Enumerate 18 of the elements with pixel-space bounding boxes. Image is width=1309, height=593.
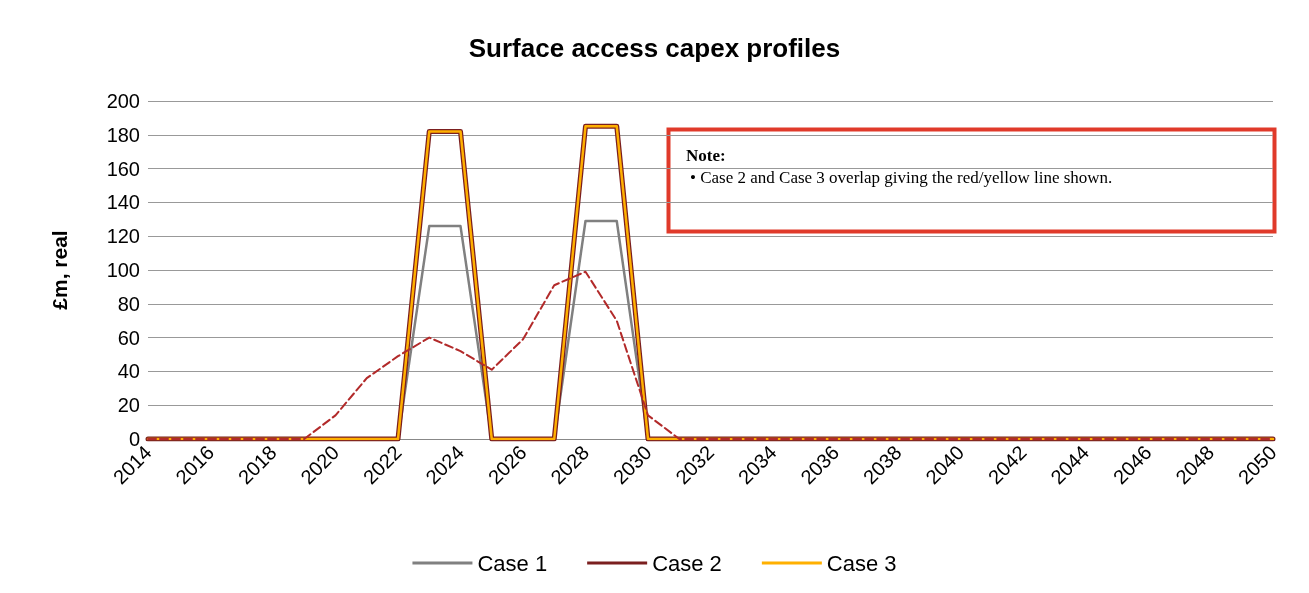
y-tick-label: 100 [106, 259, 140, 281]
y-axis-title: £m, real [48, 230, 71, 310]
legend-label: Case 2 [652, 550, 722, 576]
y-tick-label: 200 [106, 90, 140, 112]
y-tick-label: 20 [117, 394, 140, 417]
y-tick-label: 60 [117, 326, 140, 349]
chart-title: Surface access capex profiles [468, 33, 841, 63]
legend-label: Case 3 [826, 550, 897, 576]
y-tick-label: 140 [106, 191, 140, 214]
annotation: Note: [686, 145, 726, 165]
y-tick-label: 120 [106, 225, 140, 248]
legend-label: Case 1 [477, 550, 548, 576]
y-tick-label: 180 [106, 123, 140, 146]
annotation: • Case 2 and Case 3 overlap giving the red/yellow line shown. [690, 167, 1113, 187]
y-tick-label: 0 [128, 428, 140, 450]
y-tick-label: 80 [117, 292, 140, 315]
y-tick-label: 160 [106, 157, 140, 180]
y-tick-label: 40 [117, 360, 140, 383]
